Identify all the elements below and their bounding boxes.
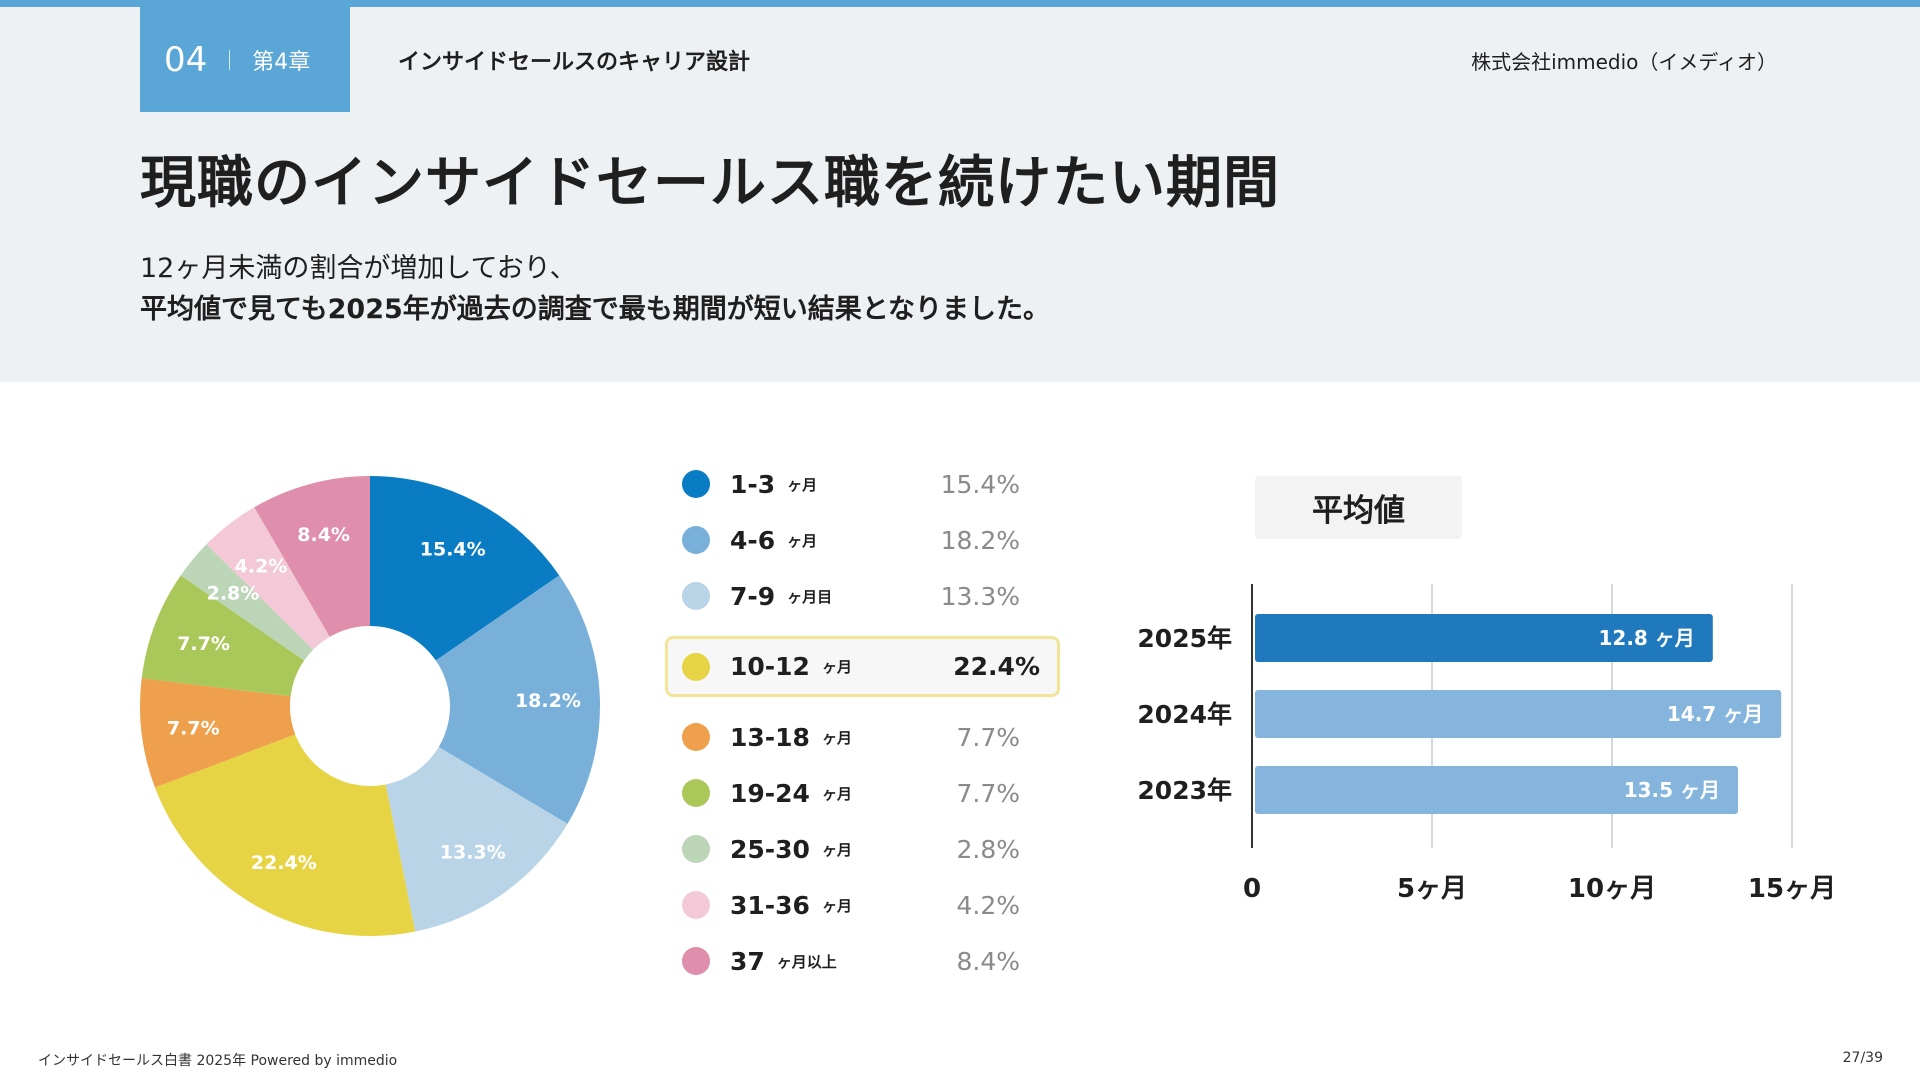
donut-chart: 15.4% 18.2% 13.3% 22.4% 7.7% 7.7% 2.8% 4.2% 8.4% <box>140 476 600 936</box>
legend-unit: ヶ月 <box>821 840 852 859</box>
legend-unit: ヶ月 <box>787 531 818 550</box>
legend-unit: ヶ月 <box>787 475 818 494</box>
legend-swatch <box>682 470 710 498</box>
page-title: 現職のインサイドセールス職を続けたい期間 <box>140 151 1280 216</box>
pie-legend: 1-3 ヶ月 15.4% 4-6 ヶ月 18.2% 7-9 ヶ月目 13.3% 10-12 ヶ月 22… <box>665 456 1060 989</box>
legend-item: 13-18 ヶ月 7.7% <box>665 709 1060 765</box>
legend-label: 13-18 <box>730 722 810 752</box>
legend-percent: 7.7% <box>956 722 1020 752</box>
pie-slice-label: 4.2% <box>235 555 288 577</box>
pie-slice-label: 13.3% <box>440 841 506 863</box>
legend-percent: 7.7% <box>956 778 1020 808</box>
page-number: 27/39 <box>1842 1050 1883 1066</box>
bar-category-label: 2023年 <box>1137 776 1232 805</box>
legend-label: 37 <box>730 946 765 976</box>
legend-unit: ヶ月 <box>821 784 852 803</box>
legend-item: 31-36 ヶ月 4.2% <box>665 877 1060 933</box>
bar-value-label: 13.5 ヶ月 <box>1624 778 1720 802</box>
legend-unit: ヶ月目 <box>787 587 833 606</box>
legend-percent: 15.4% <box>940 469 1020 499</box>
legend-label: 25-30 <box>730 834 810 864</box>
pie-slice <box>385 747 568 932</box>
legend-percent: 22.4% <box>953 652 1040 681</box>
chapter-badge: 04 第4章 <box>140 7 350 112</box>
pie-slice <box>154 734 416 936</box>
pie-slice <box>435 575 600 824</box>
average-label: 平均値 <box>1255 476 1462 539</box>
legend-label: 1-3 <box>730 469 776 499</box>
pie-slice <box>141 575 305 697</box>
x-tick-label: 0 <box>1243 874 1261 904</box>
legend-swatch <box>682 779 710 807</box>
pie-slice <box>370 476 560 661</box>
legend-item: 1-3 ヶ月 15.4% <box>665 456 1060 512</box>
legend-unit: ヶ月 <box>821 658 852 676</box>
legend-percent: 8.4% <box>956 946 1020 976</box>
average-bar-chart: 0 5ヶ月 10ヶ月 15ヶ月 12.8 ヶ月 2025年 14.7 ヶ月 2024年 13.5… <box>1137 584 1836 904</box>
legend-swatch <box>682 652 710 681</box>
legend-unit: ヶ月 <box>821 728 852 747</box>
legend-item: 4-6 ヶ月 18.2% <box>665 512 1060 568</box>
lead-text-line1: 12ヶ月未満の割合が増加しており、 <box>140 253 577 284</box>
lead-text-line2: 平均値で見ても2025年が過去の調査で最も期間が短い結果となりました。 <box>140 294 1050 325</box>
bar-category-label: 2024年 <box>1137 700 1232 729</box>
legend-label: 10-12 <box>730 652 810 681</box>
bar <box>1255 690 1782 738</box>
legend-label: 7-9 <box>730 581 776 611</box>
top-accent-strip <box>0 0 1920 7</box>
pie-slice <box>254 476 370 637</box>
legend-label: 4-6 <box>730 525 776 555</box>
legend-label: 31-36 <box>730 890 810 920</box>
pie-slice <box>206 507 330 650</box>
pie-slice-label: 7.7% <box>167 717 220 739</box>
legend-percent: 4.2% <box>956 890 1020 920</box>
legend-percent: 18.2% <box>940 525 1020 555</box>
legend-unit: ヶ月以上 <box>776 952 837 971</box>
chapter-label: 第4章 <box>252 49 311 75</box>
legend-swatch <box>682 723 710 751</box>
legend-item: 7-9 ヶ月目 13.3% <box>665 568 1060 624</box>
legend-percent: 13.3% <box>940 581 1020 611</box>
footer-text: インサイドセールス白書 2025年 Powered by immedio <box>38 1053 398 1069</box>
legend-swatch <box>682 891 710 919</box>
x-tick-label: 5ヶ月 <box>1397 874 1467 904</box>
legend-swatch <box>682 835 710 863</box>
pie-slice-label: 22.4% <box>251 852 317 874</box>
pie-slice-label: 8.4% <box>297 524 350 546</box>
bar-category-label: 2025年 <box>1137 624 1232 653</box>
legend-swatch <box>682 582 710 610</box>
company-name: 株式会社immedio（イメディオ） <box>1471 50 1777 74</box>
pie-slice-label: 18.2% <box>515 690 581 712</box>
legend-swatch <box>682 526 710 554</box>
x-tick-label: 15ヶ月 <box>1748 874 1836 904</box>
pie-slice <box>140 678 296 788</box>
pie-slice-label: 2.8% <box>207 582 260 604</box>
chapter-number: 04 <box>164 39 208 80</box>
x-tick-label: 10ヶ月 <box>1568 874 1656 904</box>
legend-unit: ヶ月 <box>821 896 852 915</box>
bar <box>1255 614 1713 662</box>
legend-item: 25-30 ヶ月 2.8% <box>665 821 1060 877</box>
bar-value-label: 12.8 ヶ月 <box>1598 626 1694 650</box>
legend-percent: 2.8% <box>956 834 1020 864</box>
legend-label: 19-24 <box>730 778 810 808</box>
bar-value-label: 14.7 ヶ月 <box>1667 702 1763 726</box>
section-title: インサイドセールスのキャリア設計 <box>398 50 751 75</box>
legend-item: 37 ヶ月以上 8.4% <box>665 933 1060 989</box>
pie-slice-label: 7.7% <box>177 633 230 655</box>
pie-slice <box>180 544 314 661</box>
bar <box>1255 766 1738 814</box>
legend-swatch <box>682 947 710 975</box>
chapter-separator <box>229 49 231 70</box>
legend-item: 19-24 ヶ月 7.7% <box>665 765 1060 821</box>
legend-item-highlighted: 10-12 ヶ月 22.4% <box>665 636 1060 697</box>
pie-slice-label: 15.4% <box>420 538 486 560</box>
